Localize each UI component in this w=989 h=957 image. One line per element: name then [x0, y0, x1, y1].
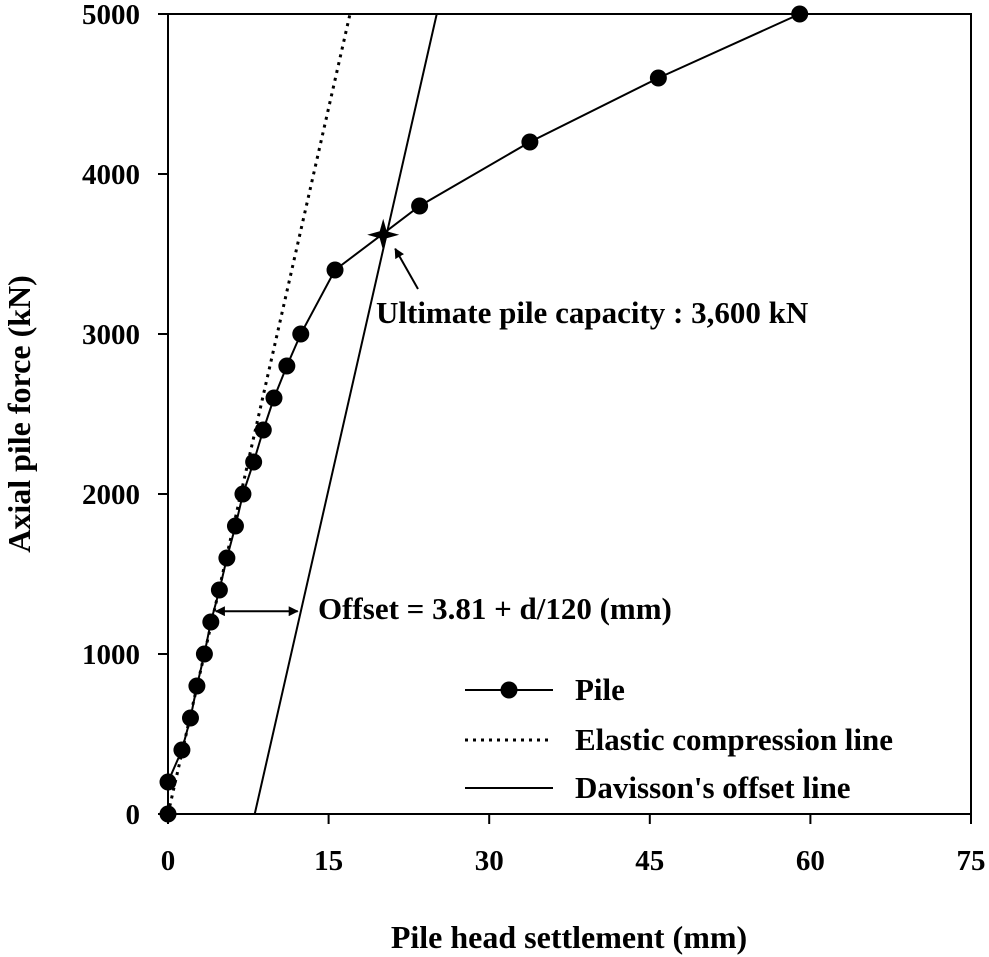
pile-data-point	[181, 709, 199, 727]
pile-curve-line	[167, 13, 801, 814]
legend-davisson-label: Davisson's offset line	[575, 770, 851, 805]
plot-area-frame	[167, 13, 972, 815]
pile-data-point	[234, 485, 252, 503]
series-lines	[166, 13, 801, 815]
pile-data-point	[791, 5, 809, 23]
pile-data-point	[159, 773, 177, 791]
pile-data-point	[649, 69, 667, 87]
star-marker	[367, 218, 400, 251]
legend: Pile Elastic compression line Davisson's…	[465, 672, 893, 805]
x-tick-label: 30	[475, 845, 504, 877]
x-tick-label: 75	[957, 845, 986, 877]
pile-data-point	[218, 549, 236, 567]
legend-pile-marker	[500, 681, 518, 699]
pile-data-point	[265, 389, 283, 407]
ultimate-capacity-star	[367, 218, 400, 251]
y-tick-label: 3000	[82, 319, 140, 351]
pile-data-point	[159, 805, 177, 823]
legend-elastic-label: Elastic compression line	[575, 722, 893, 757]
x-tick-label: 45	[635, 845, 664, 877]
capacity-arrow	[394, 247, 419, 290]
y-tick-label: 5000	[82, 0, 140, 31]
x-axis-title: Pile head settlement (mm)	[391, 919, 747, 955]
x-tick-label: 0	[161, 845, 176, 877]
pile-markers	[159, 5, 809, 823]
pile-data-point	[326, 261, 344, 279]
offset-annotation: Offset = 3.81 + d/120 (mm)	[318, 591, 672, 626]
pile-data-point	[173, 741, 191, 759]
y-tick-label: 1000	[82, 639, 140, 671]
pile-data-point	[226, 517, 244, 535]
legend-pile-label: Pile	[575, 672, 625, 707]
x-tick-label: 15	[314, 845, 343, 877]
x-axis-ticks: 0 15 30 45 60 75	[161, 814, 986, 877]
davisson-offset-line	[253, 13, 438, 815]
pile-data-point	[411, 197, 429, 215]
y-tick-label: 4000	[82, 159, 140, 191]
annotation-arrows	[214, 247, 419, 617]
pile-data-point	[188, 677, 206, 695]
y-tick-label: 2000	[82, 479, 140, 511]
y-axis-title: Axial pile force (kN)	[1, 275, 37, 553]
pile-data-point	[278, 357, 296, 375]
pile-data-point	[521, 133, 539, 151]
pile-data-point	[210, 581, 228, 599]
pile-data-point	[254, 421, 272, 439]
ultimate-capacity-annotation: Ultimate pile capacity : 3,600 kN	[376, 295, 808, 330]
x-tick-label: 60	[796, 845, 825, 877]
y-axis-ticks: 0 1000 2000 3000 4000 5000	[82, 0, 168, 831]
pile-data-point	[195, 645, 213, 663]
pile-data-point	[245, 453, 263, 471]
pile-data-point	[202, 613, 220, 631]
y-tick-label: 0	[126, 799, 141, 831]
pile-data-point	[292, 325, 310, 343]
